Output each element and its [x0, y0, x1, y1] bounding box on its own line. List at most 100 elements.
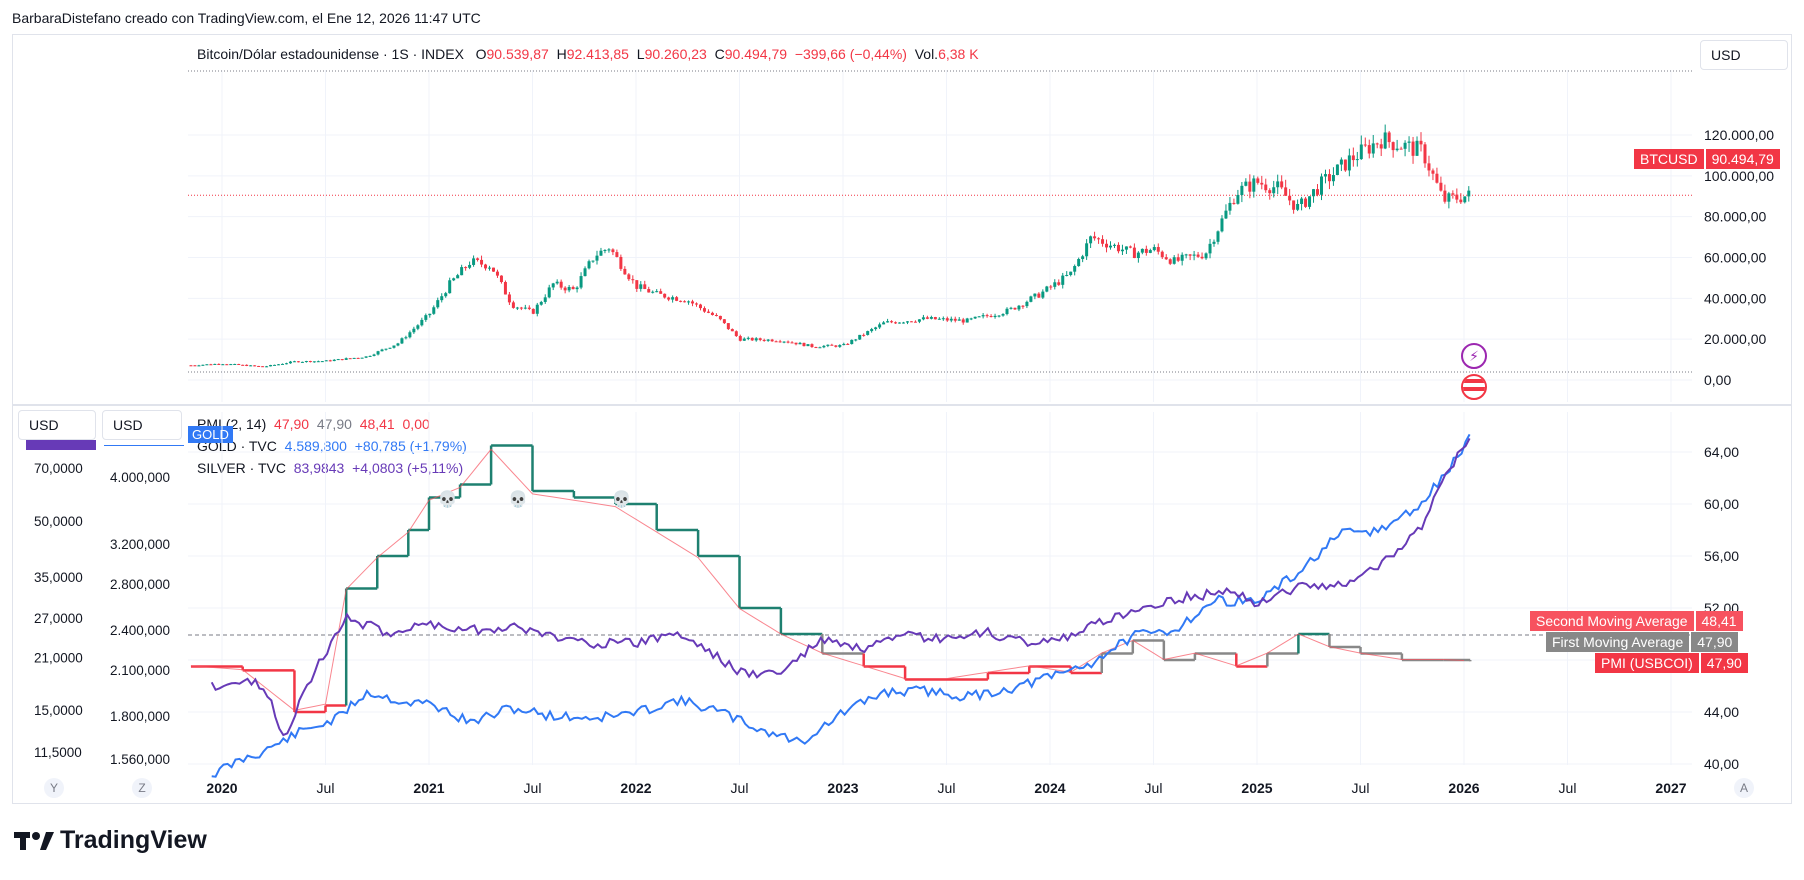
- btc-candle-body: [758, 338, 762, 340]
- btc-candle-body: [424, 315, 428, 320]
- btc-candle-body: [607, 249, 611, 251]
- btc-candle-body: [1112, 244, 1116, 246]
- btc-candle-body: [921, 317, 925, 320]
- btc-candle-body: [1061, 275, 1065, 285]
- close-value: 90.494,79: [724, 46, 788, 62]
- silver-legend-name: SILVER · TVC: [197, 460, 286, 476]
- btc-candle-body: [1319, 176, 1323, 195]
- btc-candle-body: [619, 256, 623, 269]
- pmi-tag-value: 47,90: [1700, 653, 1748, 673]
- btc-price-tag: BTCUSD 90.494,79: [1634, 149, 1780, 169]
- silver-y-tick-label: 11,5000: [34, 745, 82, 760]
- btc-candle-body: [539, 301, 543, 305]
- btc-candle-body: [1176, 257, 1180, 261]
- btc-candle-body: [1109, 245, 1113, 248]
- btc-candle-body: [376, 351, 380, 355]
- btc-candle-body: [957, 319, 961, 321]
- btc-candle-body: [531, 308, 535, 314]
- first-ma-tag: First Moving Average 47,90: [1546, 632, 1739, 652]
- currency-button-top[interactable]: USD: [1700, 40, 1788, 70]
- high-value: 92.413,85: [566, 46, 629, 62]
- open-value: 90.539,87: [486, 46, 549, 62]
- btc-candle-body: [527, 307, 531, 309]
- btc-candle-body: [1280, 181, 1284, 188]
- btc-candle-body: [456, 275, 460, 279]
- btc-candle-body: [862, 334, 866, 336]
- btc-candle-body: [281, 363, 285, 365]
- btc-candle-body: [623, 268, 627, 275]
- btc-candle-body: [854, 339, 858, 341]
- btc-candle-body: [213, 363, 217, 365]
- btc-candle-body: [917, 319, 921, 322]
- currency-button-left-2[interactable]: USD: [102, 410, 182, 440]
- btc-candle-body: [1451, 193, 1455, 195]
- btc-candle-body: [913, 321, 917, 323]
- btc-candle-body: [1021, 305, 1025, 307]
- btc-candle-body: [392, 345, 396, 348]
- silver-y-tick-label: 15,0000: [34, 703, 83, 718]
- btc-candle-body: [726, 323, 730, 330]
- btc-candle-body: [1128, 246, 1132, 248]
- btc-y-tick-label: 0,00: [1704, 372, 1731, 388]
- us-flag-event-icon[interactable]: [1461, 374, 1487, 400]
- btc-candle-body: [1375, 143, 1379, 145]
- silver-y-tick-label: 35,0000: [34, 570, 83, 585]
- btc-candle-body: [555, 281, 559, 284]
- btc-candle-body: [651, 291, 655, 293]
- high-label: H: [556, 46, 567, 62]
- btc-candle-body: [356, 357, 360, 359]
- btc-candle-body: [806, 344, 810, 347]
- low-label: L: [636, 46, 645, 62]
- btc-candle-body: [428, 313, 432, 316]
- btc-candle-body: [408, 332, 412, 338]
- x-axis-label: Jul: [1352, 780, 1370, 796]
- btc-candle-body: [663, 293, 667, 298]
- pmi-y-tick-label: 64,00: [1704, 444, 1739, 460]
- btc-candle-body: [647, 289, 651, 293]
- tradingview-logo[interactable]: TradingView: [14, 826, 207, 855]
- btc-candle-body: [503, 282, 507, 295]
- btc-candle-body: [886, 321, 890, 323]
- silver-legend-value: 83,9843: [293, 460, 345, 476]
- lightning-event-icon[interactable]: ⚡: [1461, 343, 1487, 369]
- log-scale-button-z[interactable]: Z: [132, 778, 152, 798]
- btc-candle-body: [288, 361, 292, 364]
- btc-candle-body: [1200, 256, 1204, 259]
- btc-candle-body: [945, 318, 949, 321]
- btc-candle-body: [1188, 254, 1192, 256]
- silver-legend[interactable]: SILVER · TVC 83,9843 +4,0803 (+5,11%): [197, 460, 463, 476]
- tradingview-logo-icon: [14, 831, 54, 850]
- btc-candle-body: [1156, 247, 1160, 252]
- symbol-title[interactable]: Bitcoin/Dólar estadounidense · 1S · INDE…: [197, 46, 464, 62]
- btc-candle-body: [269, 365, 273, 367]
- btc-candle-body: [667, 297, 671, 300]
- btc-price-tag-label: BTCUSD: [1634, 149, 1704, 169]
- btc-candle-body: [1132, 247, 1136, 259]
- btc-candle-body: [304, 361, 308, 363]
- btc-candle-body: [519, 307, 523, 309]
- x-axis-label: 2027: [1655, 780, 1686, 796]
- log-scale-button-y[interactable]: Y: [44, 778, 64, 798]
- pmi-y-tick-label: 56,00: [1704, 548, 1739, 564]
- btc-candle-body: [1085, 243, 1089, 257]
- btc-candle-body: [296, 361, 300, 363]
- btc-candle-body: [336, 359, 340, 361]
- btc-candle-body: [782, 341, 786, 343]
- btc-candle-body: [292, 361, 296, 363]
- btc-candle-body: [344, 358, 348, 360]
- btc-candle-body: [308, 361, 312, 363]
- btc-candle-body: [380, 349, 384, 352]
- btc-candle-body: [1144, 248, 1148, 253]
- btc-candle-body: [710, 312, 714, 315]
- auto-scale-button[interactable]: A: [1734, 778, 1754, 798]
- btc-candle-body: [706, 311, 710, 313]
- skull-marker-icon: 💀: [508, 490, 528, 509]
- btc-candle-body: [746, 337, 750, 339]
- btc-candle-body: [1316, 189, 1320, 195]
- btc-candle-body: [933, 317, 937, 320]
- btc-candle-body: [499, 275, 503, 283]
- currency-button-left-1[interactable]: USD: [18, 410, 96, 440]
- btc-candle-body: [412, 328, 416, 333]
- btc-candle-body: [802, 342, 806, 347]
